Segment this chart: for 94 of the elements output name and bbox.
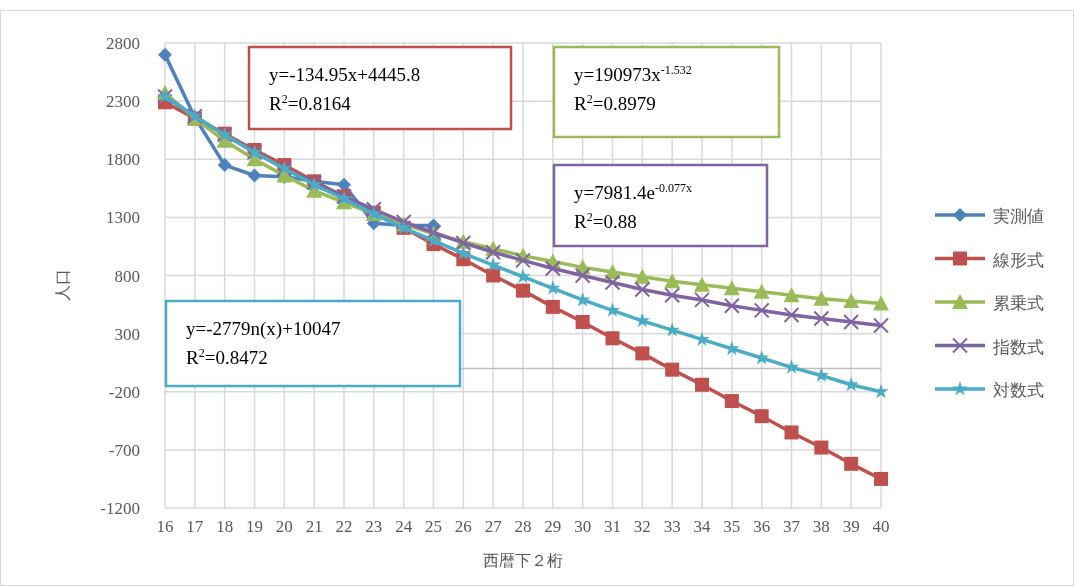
x-tick-label: 27 [484, 517, 503, 536]
x-tick-label: 33 [663, 517, 681, 536]
y-axis-title: 人口 [53, 269, 72, 301]
point [873, 317, 889, 334]
x-tick-label: 30 [574, 517, 592, 536]
point [783, 287, 800, 303]
point [486, 268, 501, 283]
legend-label: 累乗式 [993, 293, 1044, 313]
point [217, 158, 232, 173]
legend-label: 対数式 [993, 380, 1044, 400]
x-tick-label: 21 [305, 517, 323, 536]
point [575, 315, 590, 329]
annotation: R$^{2}$=0.88 [574, 210, 637, 232]
x-tick-label: 40 [872, 517, 890, 536]
point [516, 283, 530, 298]
point [544, 260, 561, 277]
x-tick-label: 20 [275, 517, 293, 536]
point [723, 280, 740, 296]
point [664, 273, 681, 289]
x-tick-label: 37 [783, 517, 801, 536]
point [247, 168, 262, 183]
point [605, 331, 620, 346]
point [485, 244, 502, 261]
point [753, 283, 770, 299]
y-tick-label: 1300 [106, 208, 140, 228]
point [634, 281, 651, 298]
annotation: y=-134.95x+4445.8 [269, 64, 421, 85]
x-tick-label: 36 [753, 517, 771, 536]
x-tick-label: 29 [544, 517, 562, 536]
point [604, 274, 621, 291]
y-tick-label: -1200 [100, 499, 140, 518]
y-tick-label: 2800 [106, 34, 140, 53]
point [754, 409, 769, 424]
annotation: R$^{2}$=0.8164 [269, 92, 352, 114]
point [844, 456, 859, 471]
point [843, 293, 860, 309]
x-tick-label: 22 [335, 517, 353, 536]
x-tick-label: 26 [454, 517, 472, 536]
point [723, 297, 740, 314]
x-axis-title: 西暦下２桁 [483, 551, 563, 570]
x-tick-label: 34 [693, 517, 711, 536]
point [813, 310, 830, 327]
annotation-box: y=190973x$^{-1.532}$ R$^{2}$=0.8979 [552, 45, 781, 139]
legend-label: 線形式 [992, 249, 1044, 270]
x-tick-label: 31 [604, 517, 621, 536]
point [634, 268, 651, 284]
x-tick-label: 28 [514, 517, 532, 536]
x-tick-label: 35 [723, 517, 741, 536]
point [753, 302, 770, 319]
x-tick-label: 32 [633, 517, 651, 536]
point [545, 299, 560, 314]
point [635, 346, 650, 361]
point [574, 267, 591, 284]
point [724, 394, 739, 409]
annotation: y=7981.4e$^{-0.077x}$ [574, 181, 692, 203]
annotation: y=-2779n(x)+10047 [186, 318, 341, 340]
point [814, 440, 829, 455]
point [874, 471, 888, 486]
x-tick-label: 24 [395, 517, 413, 536]
x-tick-label: 23 [365, 517, 383, 536]
x-tick-label: 39 [842, 517, 860, 536]
y-tick-label: 800 [114, 266, 140, 286]
annotation-box: y=-2779n(x)+10047 R$^{2}$=0.8472 [164, 299, 462, 388]
x-tick-label: 38 [812, 517, 830, 536]
x-tick-label: 17 [186, 517, 204, 536]
point [873, 295, 889, 311]
y-tick-label: 1800 [106, 150, 140, 170]
y-tick-label: 2300 [106, 92, 140, 112]
legend-label: 実測値 [993, 206, 1044, 226]
point [694, 276, 710, 292]
point [695, 377, 709, 392]
point [515, 252, 531, 269]
x-tick-label: 19 [246, 517, 263, 536]
point [664, 287, 681, 304]
point [843, 314, 860, 330]
point [337, 177, 351, 192]
x-tick-label: 25 [425, 517, 442, 536]
annotation-box: y=7981.4e$^{-0.077x}$ R$^{2}$=0.88 [552, 163, 769, 248]
point [694, 291, 710, 308]
annotation-box: y=-134.95x+4445.8 R$^{2}$=0.8164 [247, 45, 513, 131]
legend-label: 指数式 [992, 336, 1044, 357]
point [784, 425, 799, 440]
point [158, 47, 172, 62]
x-tick-label: 16 [156, 517, 174, 536]
annotation: R$^{2}$=0.8472 [186, 346, 268, 368]
y-tick-label: -700 [108, 440, 140, 460]
point [665, 362, 680, 377]
y-tick-label: -200 [108, 382, 140, 402]
point [783, 307, 800, 324]
x-tick-label: 18 [216, 517, 234, 536]
annotation: y=190973x$^{-1.532}$ [574, 63, 692, 85]
y-tick-label: 300 [114, 324, 140, 344]
point [813, 290, 830, 306]
annotation: R$^{2}$=0.8979 [574, 92, 656, 114]
